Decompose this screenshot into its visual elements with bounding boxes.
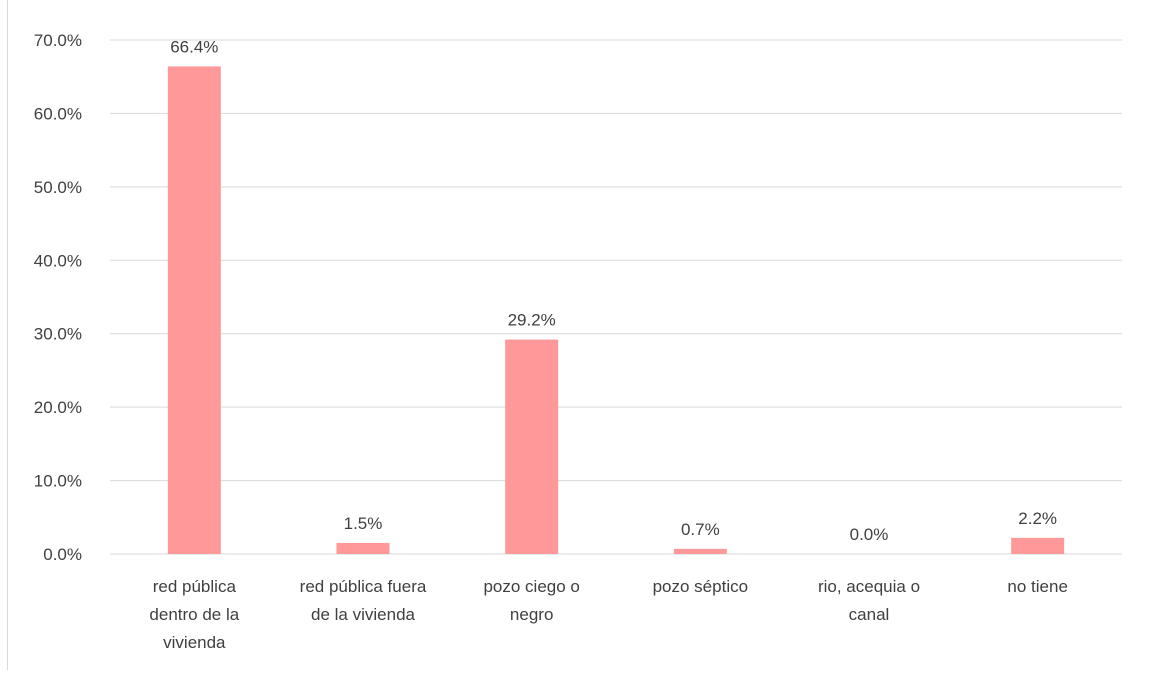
y-tick-label: 50.0% [34,178,82,197]
y-tick-label: 10.0% [34,472,82,491]
data-label: 29.2% [508,311,556,330]
data-label: 1.5% [344,514,383,533]
data-label: 66.4% [170,37,218,56]
y-tick-label: 20.0% [34,398,82,417]
chart-border [7,0,8,670]
x-tick-label: red pública [153,577,237,596]
x-tick-label: pozo séptico [653,577,748,596]
x-tick-label: dentro de la [149,605,239,624]
x-tick-label: canal [849,605,890,624]
x-tick-label: vivienda [163,633,226,652]
x-tick-label: negro [510,605,553,624]
x-tick-label: red pública fuera [300,577,427,596]
bar [167,66,221,554]
bar [1011,537,1065,554]
x-tick-label: no tiene [1007,577,1068,596]
x-tick-label: pozo ciego o [483,577,579,596]
x-tick-label: de la vivienda [311,605,416,624]
data-label: 0.0% [850,525,889,544]
y-tick-label: 30.0% [34,325,82,344]
y-tick-label: 70.0% [34,31,82,50]
y-tick-label: 0.0% [43,545,82,564]
bar [505,339,559,554]
x-tick-label: rio, acequia o [818,577,920,596]
y-tick-label: 60.0% [34,104,82,123]
bar [673,548,727,554]
bar [336,542,390,554]
y-tick-label: 40.0% [34,251,82,270]
data-label: 2.2% [1018,509,1057,528]
data-label: 0.7% [681,520,720,539]
